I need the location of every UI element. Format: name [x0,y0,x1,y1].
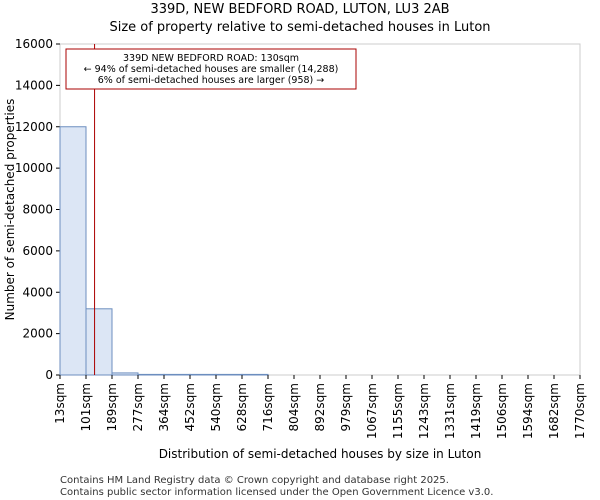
y-axis: 0 2000 4000 6000 8000 10000 12000 14000 16000 [15,37,60,382]
bar [85,308,113,376]
x-tick-label: 1331sqm [443,383,457,439]
x-tick-label: 1419sqm [469,383,483,439]
annotation-box: 339D NEW BEDFORD ROAD: 130sqm ← 94% of s… [65,48,357,90]
x-tick-label: 716sqm [261,383,275,431]
bar [241,373,269,376]
bar [111,372,139,376]
x-tick-label: 979sqm [339,383,353,431]
annotation-line-3: 6% of semi-detached houses are larger (9… [98,75,325,86]
y-tick-label: 8000 [22,203,53,217]
plot-area: 0 2000 4000 6000 8000 10000 12000 14000 16000 13… [15,37,587,439]
x-tick-label: 1594sqm [521,383,535,439]
x-tick-label: 101sqm [79,383,93,431]
chart-subtitle: Size of property relative to semi-detach… [109,20,490,35]
annotation-line-1: 339D NEW BEDFORD ROAD: 130sqm [123,53,299,64]
bar [137,373,165,376]
x-tick-label: 628sqm [235,383,249,431]
x-tick-label: 364sqm [157,383,171,431]
bar [189,373,217,376]
y-tick-label: 4000 [22,285,53,299]
y-tick-label: 2000 [22,327,53,341]
x-tick-label: 189sqm [105,383,119,431]
x-tick-label: 1067sqm [365,383,379,439]
y-tick-label: 6000 [22,244,53,258]
y-tick-label: 0 [45,368,53,382]
x-tick-label: 804sqm [287,383,301,431]
y-tick-label: 16000 [15,37,53,51]
x-tick-label: 277sqm [131,383,145,431]
bar [163,373,191,376]
bar [59,126,87,376]
y-tick-label: 14000 [15,78,53,92]
x-tick-label: 540sqm [209,383,223,431]
y-axis-label: Number of semi-detached properties [3,99,17,321]
annotation-line-2: ← 94% of semi-detached houses are smalle… [84,64,339,75]
footer-line-1: Contains HM Land Registry data © Crown c… [60,475,449,486]
y-tick-label: 10000 [15,161,53,175]
x-axis: 13sqm 101sqm 189sqm 277sqm 364sqm 452sqm 540sq… [53,375,587,439]
x-tick-label: 1770sqm [573,383,587,439]
x-tick-label: 1682sqm [547,383,561,439]
bars [59,126,269,376]
x-tick-label: 1243sqm [417,383,431,439]
chart-title: 339D, NEW BEDFORD ROAD, LUTON, LU3 2AB [150,2,449,17]
x-axis-label: Distribution of semi-detached houses by … [159,447,482,461]
x-tick-label: 1506sqm [495,383,509,439]
x-tick-label: 452sqm [183,383,197,431]
annotation-frame [65,48,357,90]
y-tick-label: 12000 [15,120,53,134]
x-tick-label: 1155sqm [391,383,405,439]
plot-frame [59,43,581,376]
x-tick-label: 13sqm [53,383,67,424]
footer-line-2: Contains public sector information licen… [60,487,493,498]
bar [215,373,243,376]
x-tick-label: 892sqm [313,383,327,431]
